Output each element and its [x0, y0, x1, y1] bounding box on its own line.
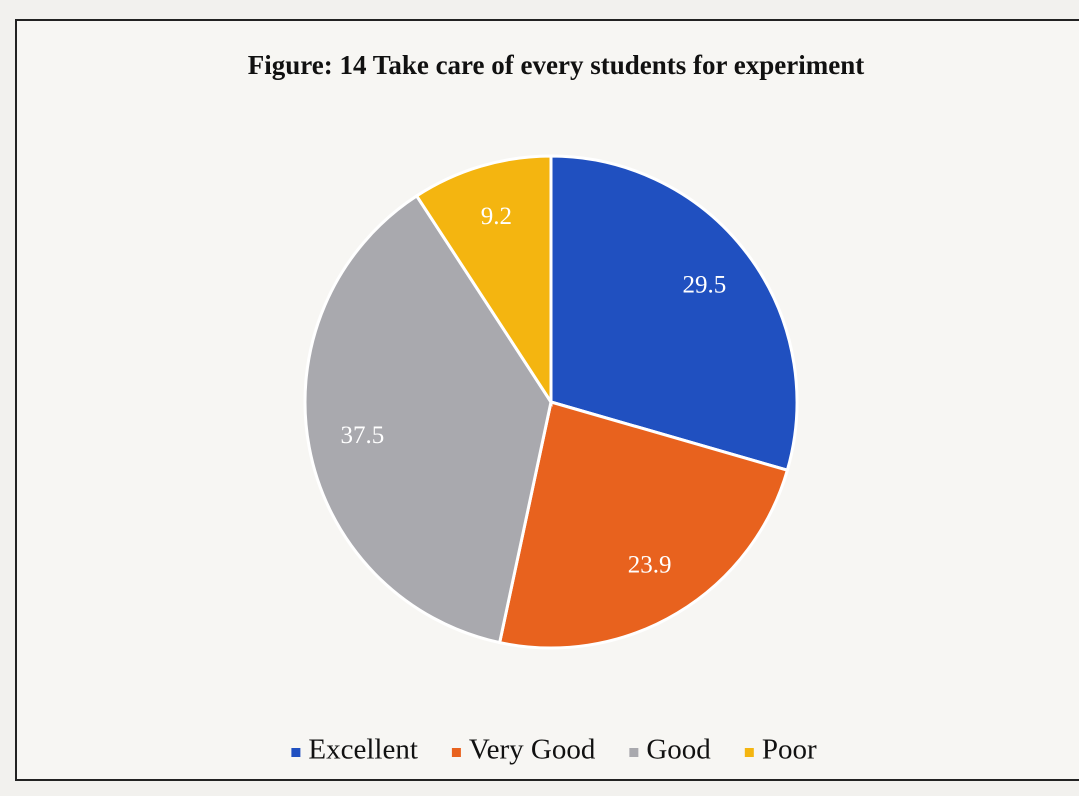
legend-swatch [629, 748, 639, 757]
legend-label: Excellent [308, 734, 418, 766]
pie-slice [549, 154, 799, 473]
legend-swatch [451, 748, 461, 757]
legend-swatch [744, 748, 754, 757]
slice-label: 37.5 [340, 422, 384, 449]
pie-slice [414, 154, 553, 408]
pie-slice [303, 193, 553, 645]
chart-title: Figure: 14 Take care of every students f… [248, 50, 864, 80]
legend-label: Very Good [469, 734, 596, 766]
slice-label: 29.5 [682, 271, 726, 298]
legend-label: Poor [762, 734, 817, 766]
slice-label: 9.2 [481, 203, 512, 230]
legend-swatch [291, 748, 301, 757]
legend-label: Good [646, 734, 711, 766]
slice-label: 23.9 [628, 551, 672, 578]
pie-slice [497, 400, 790, 650]
